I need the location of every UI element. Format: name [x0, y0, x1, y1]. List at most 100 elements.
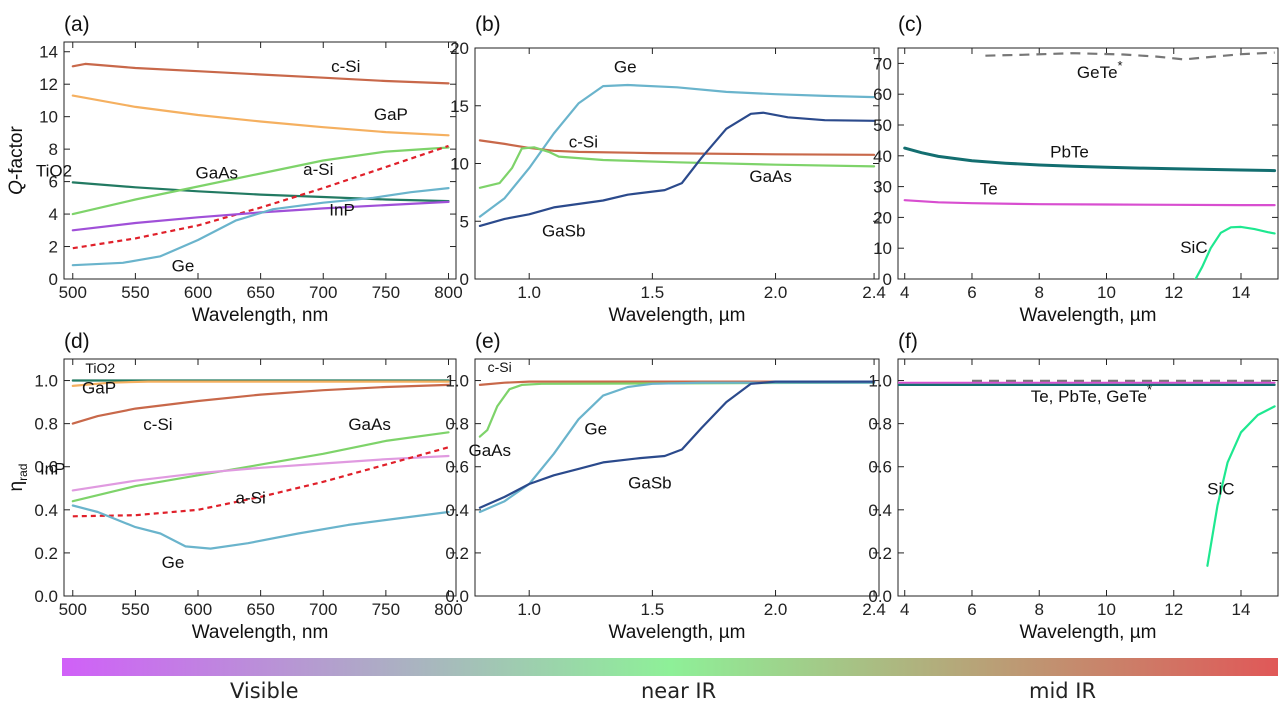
- x-tick-label: 8: [1035, 283, 1044, 302]
- plot-frame: [897, 47, 1279, 280]
- figure-panels: 500 550 600 650 700 750 80002468101214c-SiGaPT…: [6, 13, 1279, 643]
- series-label-superscript: *: [1118, 58, 1123, 73]
- series-label: GaAs: [196, 163, 239, 182]
- series-label-text: c-Si: [331, 57, 360, 76]
- x-axis-title: Wavelength, nm: [192, 305, 329, 326]
- y-tick-label: 5: [460, 212, 469, 231]
- series-label-text: SiC: [1207, 480, 1234, 499]
- x-axis-title: Wavelength, µm: [609, 622, 746, 643]
- series-label: c-Si: [488, 359, 512, 375]
- series-label-text: Te: [980, 179, 998, 198]
- x-tick-label: 10: [1097, 283, 1116, 302]
- series-label-text: GaAs: [196, 163, 239, 182]
- plot-frame: [63, 358, 457, 597]
- series-label: Te, PbTe, GeTe*: [1031, 382, 1152, 406]
- y-tick-label: 10: [39, 108, 58, 127]
- plot-frame: [474, 358, 880, 597]
- panel-letter: (d): [64, 330, 90, 353]
- series-label: SiC: [1207, 480, 1234, 499]
- series-label-text: c-Si: [488, 359, 512, 375]
- series-label: GaSb: [628, 473, 671, 492]
- series-label-text: InP: [40, 459, 66, 478]
- series-label-text: a-Si: [235, 488, 265, 507]
- series-label-text: GaAs: [348, 415, 391, 434]
- series-label: Ge: [172, 257, 195, 276]
- series-label: a-Si: [235, 488, 265, 507]
- x-tick-label: 2.4: [862, 283, 886, 302]
- x-tick-label: 14: [1232, 600, 1251, 619]
- y-axis-title: Q-factor: [6, 126, 27, 195]
- x-tick-label: 6: [967, 600, 976, 619]
- x-tick-label: 2.4: [862, 600, 886, 619]
- y-tick-label: 0: [49, 270, 58, 289]
- series-gasb-line: [478, 380, 876, 509]
- y-tick-label: 1.0: [34, 372, 58, 391]
- series-c-si-line: [71, 383, 450, 425]
- series-label: GaSb: [542, 221, 585, 240]
- series-gete--line: [985, 51, 1275, 61]
- y-tick-label: 15: [450, 97, 469, 116]
- series-label-text: Ge: [172, 257, 195, 276]
- series-ge-line: [71, 187, 450, 267]
- y-tick-label: 0.0: [34, 587, 58, 606]
- series-inp-line: [71, 200, 450, 232]
- y-tick-label: 0.0: [868, 587, 892, 606]
- series-label: InP: [40, 459, 66, 478]
- band-label-visible: Visible: [230, 679, 299, 703]
- series-gasb-line: [478, 111, 876, 227]
- y-tick-label: 0.8: [445, 415, 469, 434]
- x-tick-label: 650: [246, 600, 274, 619]
- y-tick-label: 0.4: [868, 501, 892, 520]
- series-gap-line: [71, 380, 450, 387]
- series-c-si-line: [478, 139, 876, 156]
- spectrum-gradient-bar: [62, 658, 1278, 676]
- series-sic-line: [1194, 225, 1276, 279]
- series-label: Ge: [584, 419, 607, 438]
- series-label-text: GaAs: [749, 167, 792, 186]
- x-tick-label: 600: [184, 283, 212, 302]
- panel-letter: (e): [475, 330, 501, 353]
- panel-f: 4 6 8 10 12 14 0.0 0.2 0.4 0.6 0.8 1.0 Te, PbTe, GeT…: [868, 330, 1279, 643]
- x-tick-label: 750: [372, 283, 400, 302]
- x-tick-label: 14: [1232, 283, 1251, 302]
- series-label-text: c-Si: [143, 415, 172, 434]
- series-label: GeTe*: [1077, 58, 1123, 82]
- x-tick-label: 550: [121, 283, 149, 302]
- y-tick-label: 8: [49, 140, 58, 159]
- panel-c: 4 6 8 10 12 14 0 10 20 30 40 50 60 70 GeTe* PbTe Te SiC Wa…: [873, 13, 1279, 326]
- series-label: GaAs: [749, 167, 792, 186]
- series-label-text: GeTe: [1077, 63, 1118, 82]
- panel-letter: (b): [475, 13, 501, 36]
- plot-frame: [474, 47, 880, 280]
- series-label: c-Si: [331, 57, 360, 76]
- x-axis-title: Wavelength, nm: [192, 622, 329, 643]
- series-label: Ge: [162, 553, 185, 572]
- series-label: InP: [329, 201, 355, 220]
- series-gap-line: [71, 94, 450, 137]
- plot-frame: [63, 41, 457, 280]
- series-label-text: GaSb: [542, 221, 585, 240]
- series-label-text: TiO2: [85, 360, 115, 376]
- series-label: GaAs: [469, 441, 512, 460]
- y-tick-label: 70: [873, 54, 892, 73]
- series-a-si-line: [72, 446, 449, 518]
- x-tick-label: 550: [121, 600, 149, 619]
- series-label: GaP: [374, 105, 408, 124]
- y-tick-label: 0.6: [34, 458, 58, 477]
- series-label-text: PbTe: [1050, 142, 1089, 161]
- series-ge-line: [71, 504, 450, 550]
- y-tick-label: 0.8: [868, 415, 892, 434]
- y-tick-label: 0.0: [445, 587, 469, 606]
- y-tick-label: 0.2: [34, 544, 58, 563]
- band-label-near-ir: near IR: [641, 679, 717, 703]
- y-tick-label: 2: [49, 238, 58, 257]
- series-inp-line: [71, 454, 450, 492]
- x-tick-label: 800: [434, 600, 462, 619]
- plot-frame: [897, 358, 1279, 597]
- series-label: TiO2: [36, 162, 72, 181]
- y-tick-label: 20: [450, 39, 469, 58]
- series-label-text: a-Si: [303, 160, 333, 179]
- panel-letter: (c): [898, 13, 923, 36]
- x-axis-title: Wavelength, µm: [1020, 305, 1157, 326]
- y-tick-label: 60: [873, 85, 892, 104]
